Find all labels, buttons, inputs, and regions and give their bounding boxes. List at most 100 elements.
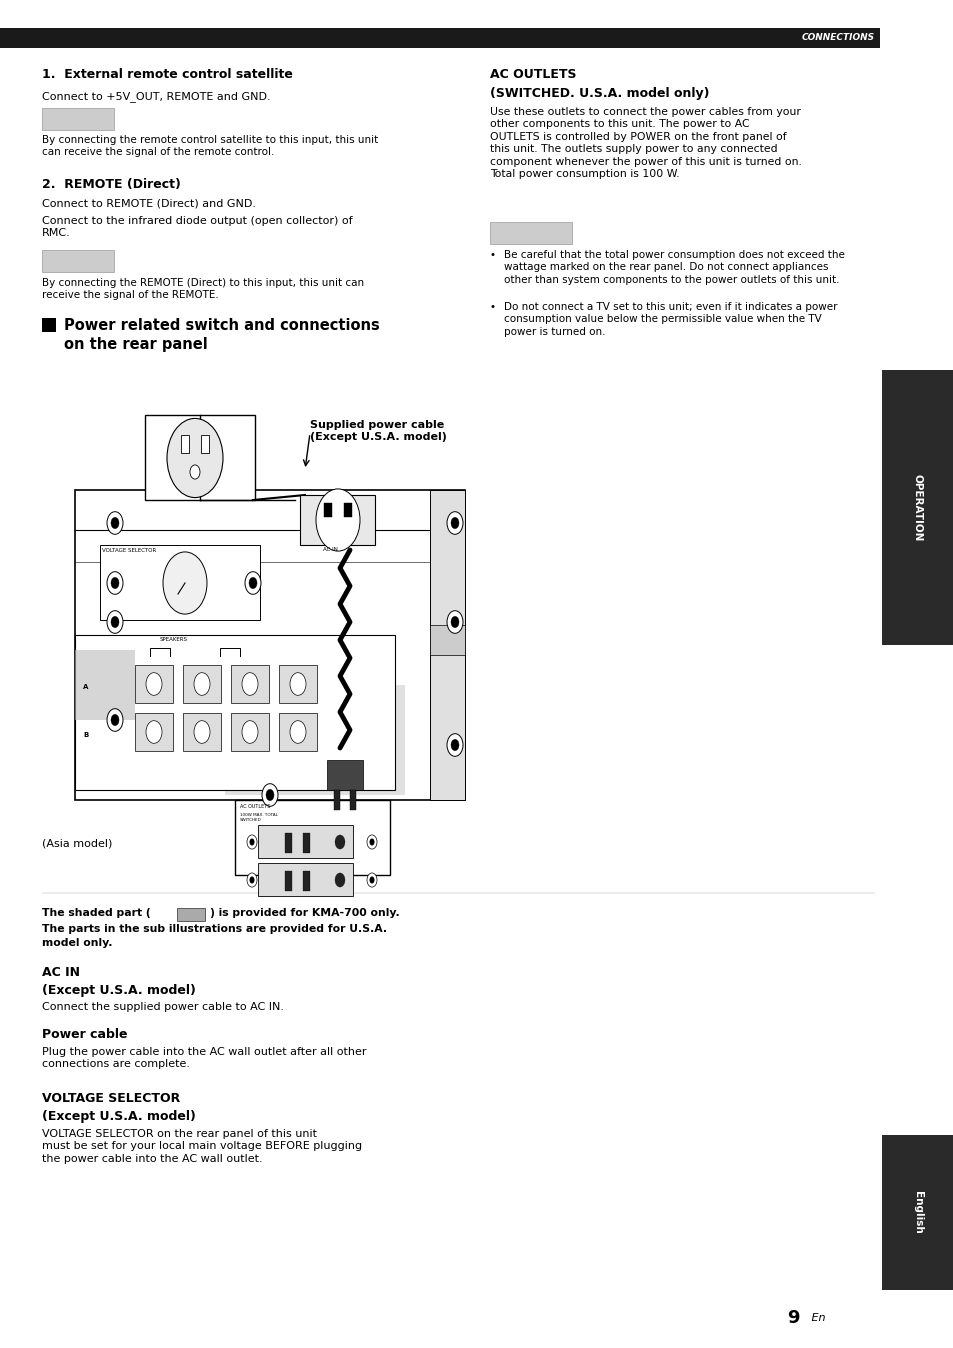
Circle shape [111, 616, 119, 628]
Bar [350, 790, 355, 810]
Text: CONNECTIONS: CONNECTIONS [801, 34, 874, 43]
Bar [75, 491, 464, 799]
Text: •: • [490, 302, 496, 311]
Circle shape [447, 512, 462, 534]
Text: Connect the supplied power cable to AC IN.: Connect the supplied power cable to AC I… [42, 1002, 284, 1012]
Text: Connect to the infrared diode output (open collector) of
RMC.: Connect to the infrared diode output (op… [42, 216, 353, 239]
Circle shape [447, 733, 462, 756]
Circle shape [249, 577, 256, 589]
Bar [882, 1135, 953, 1290]
Circle shape [335, 834, 345, 849]
Bar [135, 665, 172, 704]
Text: ) is provided for KMA-700 only.: ) is provided for KMA-700 only. [210, 909, 399, 918]
Bar [181, 435, 189, 453]
Bar [882, 369, 953, 644]
Text: Connect to +5V_OUT, REMOTE and GND.: Connect to +5V_OUT, REMOTE and GND. [42, 92, 271, 102]
Text: Note: Note [48, 111, 77, 121]
Circle shape [107, 512, 123, 534]
Circle shape [163, 551, 207, 615]
Bar [75, 635, 395, 790]
Bar [42, 249, 113, 272]
Circle shape [290, 721, 306, 743]
Circle shape [451, 739, 458, 751]
Circle shape [369, 838, 375, 845]
Circle shape [242, 673, 257, 696]
Text: Be careful that the total power consumption does not exceed the
wattage marked o: Be careful that the total power consumpt… [503, 249, 844, 284]
Circle shape [107, 611, 123, 634]
Text: OPERATION: OPERATION [912, 473, 923, 541]
Bar [324, 503, 332, 518]
Text: •: • [490, 249, 496, 260]
Bar [135, 713, 172, 751]
Text: Note: Note [48, 253, 77, 263]
Text: 1.  External remote control satellite: 1. External remote control satellite [42, 67, 293, 81]
Bar [299, 495, 375, 545]
Circle shape [107, 572, 123, 594]
Bar [145, 415, 254, 500]
Text: 9: 9 [786, 1309, 800, 1326]
Text: By connecting the remote control satellite to this input, this unit
can receive : By connecting the remote control satelli… [42, 135, 377, 158]
Circle shape [262, 783, 277, 806]
Bar [100, 545, 260, 620]
Bar [278, 665, 316, 704]
Text: 2.  REMOTE (Direct): 2. REMOTE (Direct) [42, 178, 181, 191]
Text: AC OUTLETS: AC OUTLETS [490, 67, 576, 81]
Circle shape [111, 577, 119, 589]
Circle shape [245, 572, 261, 594]
Circle shape [146, 673, 162, 696]
Circle shape [107, 709, 123, 732]
Circle shape [369, 876, 375, 883]
Circle shape [451, 518, 458, 528]
Circle shape [447, 611, 462, 634]
Text: (Asia model): (Asia model) [42, 838, 112, 848]
Text: A: A [83, 683, 89, 690]
Text: (SWITCHED. U.S.A. model only): (SWITCHED. U.S.A. model only) [490, 88, 709, 100]
Text: Plug the power cable into the AC wall outlet after all other
connections are com: Plug the power cable into the AC wall ou… [42, 1047, 366, 1069]
Text: Do not connect a TV set to this unit; even if it indicates a power
consumption v: Do not connect a TV set to this unit; ev… [503, 302, 837, 337]
Text: VOLTAGE SELECTOR: VOLTAGE SELECTOR [42, 1092, 180, 1105]
Bar [231, 665, 269, 704]
Text: Power related switch and connections
on the rear panel: Power related switch and connections on … [64, 318, 379, 352]
Bar [344, 503, 352, 518]
Circle shape [315, 489, 359, 551]
Circle shape [247, 874, 256, 887]
Circle shape [335, 874, 345, 887]
Text: Connect to REMOTE (Direct) and GND.: Connect to REMOTE (Direct) and GND. [42, 200, 255, 209]
Circle shape [250, 876, 254, 883]
Text: (Except U.S.A. model): (Except U.S.A. model) [42, 1109, 195, 1123]
Text: Power cable: Power cable [42, 1029, 128, 1041]
Bar [285, 833, 292, 853]
Bar [75, 650, 135, 720]
Bar [430, 491, 464, 799]
Bar [303, 871, 310, 891]
Bar [42, 108, 113, 129]
Bar [490, 222, 572, 244]
Bar [327, 760, 363, 790]
Circle shape [111, 518, 119, 528]
Circle shape [193, 721, 210, 743]
Text: Use these outlets to connect the power cables from your
other components to this: Use these outlets to connect the power c… [490, 106, 801, 179]
Circle shape [367, 834, 376, 849]
Bar [183, 665, 221, 704]
Text: English: English [912, 1192, 923, 1233]
Bar [201, 435, 209, 453]
Bar [231, 713, 269, 751]
Text: The shaded part (: The shaded part ( [42, 909, 151, 918]
Text: B: B [83, 732, 89, 737]
Bar [285, 871, 292, 891]
Text: (Except U.S.A. model): (Except U.S.A. model) [42, 984, 195, 998]
Text: The parts in the sub illustrations are provided for U.S.A.: The parts in the sub illustrations are p… [42, 923, 387, 934]
Circle shape [111, 714, 119, 725]
Bar [430, 625, 464, 655]
Bar [177, 909, 205, 921]
Bar [0, 28, 879, 49]
Text: Notes: Notes [496, 225, 532, 235]
Text: By connecting the REMOTE (Direct) to this input, this unit can
receive the signa: By connecting the REMOTE (Direct) to thi… [42, 278, 364, 301]
Text: VOLTAGE SELECTOR: VOLTAGE SELECTOR [102, 549, 156, 553]
Text: Supplied power cable
(Except U.S.A. model): Supplied power cable (Except U.S.A. mode… [310, 421, 446, 442]
Bar [42, 318, 56, 332]
Bar [257, 863, 353, 896]
Circle shape [367, 874, 376, 887]
Circle shape [190, 465, 200, 479]
Bar [225, 685, 405, 795]
